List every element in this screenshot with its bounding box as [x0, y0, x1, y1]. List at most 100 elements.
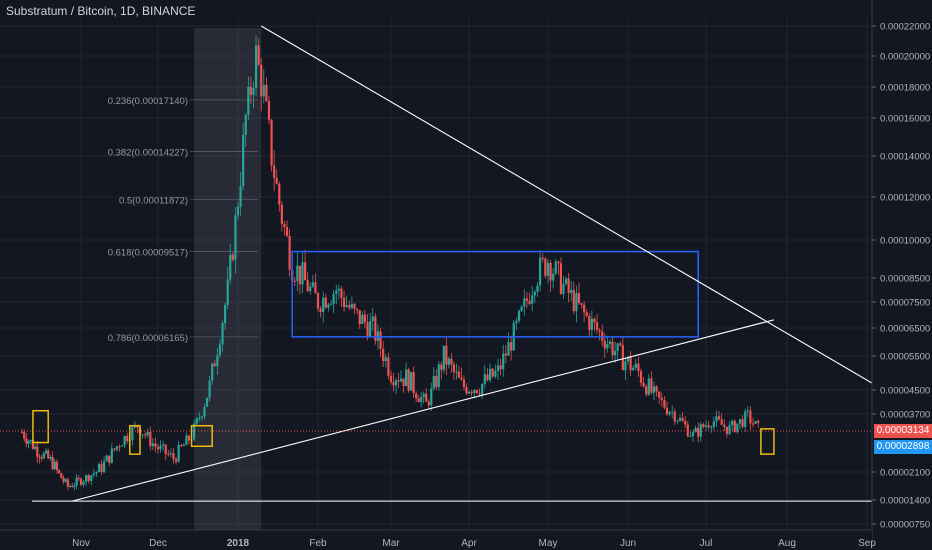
candle-body: [229, 254, 232, 280]
candle-body: [404, 369, 408, 387]
price-tick-label: 0.00002100: [880, 468, 930, 479]
candle-body: [131, 427, 134, 441]
candle-body: [624, 361, 627, 371]
candle-body: [382, 348, 385, 362]
candle-body: [502, 353, 505, 370]
candle-body: [203, 406, 206, 417]
candle-body: [105, 455, 108, 462]
candle-body: [684, 421, 687, 425]
candle-body: [681, 417, 684, 422]
candle-body: [177, 444, 180, 462]
candle-body: [95, 471, 98, 474]
candle-body: [353, 304, 356, 309]
candle-body: [645, 386, 648, 395]
candle-body: [544, 258, 547, 276]
candle-body: [417, 398, 420, 403]
candle-body: [55, 461, 59, 471]
candle-body: [626, 356, 630, 362]
candle-body: [478, 392, 481, 395]
candle-body: [475, 390, 478, 393]
candle-body: [539, 257, 542, 286]
price-tick-label: 0.00012000: [880, 193, 930, 204]
candle-body: [392, 382, 395, 386]
candle-body: [66, 479, 69, 487]
time-axis-bg: [0, 530, 872, 550]
candle-body: [510, 342, 513, 351]
candle-body: [34, 446, 37, 449]
candle-body: [82, 481, 85, 485]
candle-body: [427, 401, 430, 406]
candle-body: [27, 441, 30, 444]
candle-body: [332, 293, 335, 304]
candle-body: [637, 363, 640, 372]
time-axis[interactable]: Nov Dec 2018 Feb Mar Apr May Jun Jul Aug Sep: [0, 529, 876, 550]
highlight-box: [760, 428, 775, 455]
candle-body: [754, 420, 757, 424]
candle-body: [369, 321, 372, 337]
candle-body: [205, 397, 209, 407]
candle-body: [216, 355, 219, 367]
candle-body: [337, 288, 340, 291]
candle-body: [288, 235, 291, 270]
candle-body: [575, 293, 578, 312]
candle-body: [494, 370, 497, 377]
candle-body: [301, 262, 304, 285]
candle-body: [676, 420, 679, 422]
candle-body: [267, 100, 271, 120]
candle-body: [415, 393, 418, 399]
candle-body: [174, 459, 178, 462]
candle-body: [460, 377, 463, 380]
candle-body: [53, 461, 56, 469]
candle-body: [608, 341, 612, 344]
candle-body: [100, 463, 103, 473]
candle-body: [92, 473, 95, 476]
candle-body: [20, 432, 24, 434]
candle-body: [412, 372, 415, 394]
candle-body: [329, 303, 333, 305]
last-price-tag: 0.00003134: [874, 424, 932, 438]
candle-body: [270, 119, 273, 166]
candle-body: [572, 289, 575, 312]
candle-body: [533, 291, 536, 296]
candle-body: [79, 478, 83, 485]
candle-body: [303, 262, 307, 281]
chart-title: Substratum / Bitcoin, 1D, BINANCE: [6, 4, 196, 18]
candle-body: [275, 177, 278, 184]
candle-body: [47, 450, 50, 459]
candle-body: [593, 318, 596, 323]
candle-body: [496, 365, 500, 371]
candle-body: [141, 434, 144, 436]
candle-body: [213, 363, 216, 367]
candle-body: [164, 444, 167, 455]
candle-body: [350, 304, 353, 308]
candle-body: [73, 485, 76, 487]
candle-body: [552, 273, 555, 281]
time-tick-label: Sep: [858, 538, 876, 549]
candle-body: [699, 424, 702, 437]
price-tick-label: 0.00018000: [880, 83, 930, 94]
candle-body: [536, 285, 539, 292]
candle-body: [504, 353, 507, 356]
candle-body: [613, 350, 617, 356]
candle-body: [108, 455, 111, 463]
candle-body: [44, 450, 48, 454]
candle-body: [68, 485, 72, 487]
candle-body: [115, 446, 119, 450]
candle-body: [567, 278, 570, 294]
candle-body: [280, 204, 283, 224]
candle-body: [744, 411, 747, 427]
candle-body: [285, 227, 289, 236]
price-axis[interactable]: 0.00022000 0.00020000 0.00018000 0.00016000…: [871, 0, 932, 550]
candle-body: [725, 426, 729, 434]
candle-body: [162, 444, 165, 446]
candle-body: [442, 345, 445, 370]
candle-body: [40, 457, 43, 459]
candle-body: [316, 293, 320, 309]
candle-body: [668, 412, 671, 415]
candle-body: [455, 371, 458, 373]
candle-body: [397, 380, 400, 382]
candle-body: [531, 295, 534, 304]
candle-body: [467, 391, 471, 394]
candle-body: [265, 85, 268, 101]
